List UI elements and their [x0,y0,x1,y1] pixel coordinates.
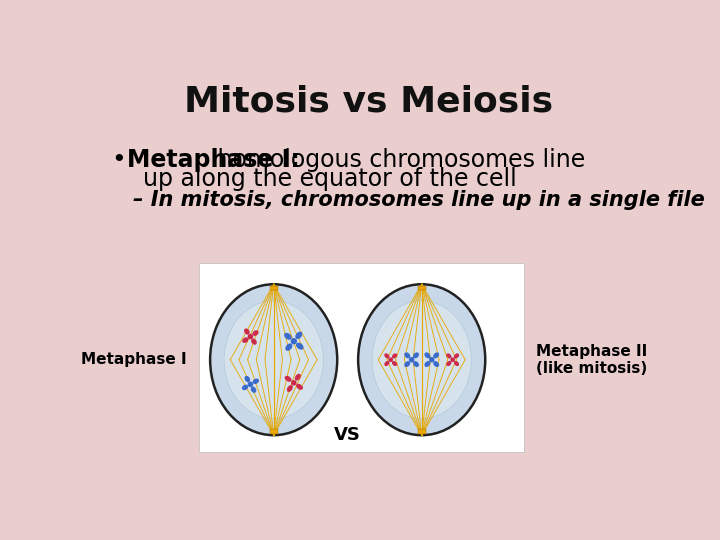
Ellipse shape [450,357,455,362]
Ellipse shape [287,385,293,392]
Text: Metaphase II
(like mitosis): Metaphase II (like mitosis) [536,343,647,376]
Ellipse shape [295,332,302,339]
Text: Mitosis vs Meiosis: Mitosis vs Meiosis [184,85,554,119]
Bar [418,286,426,291]
Text: VS: VS [334,426,361,444]
Ellipse shape [446,361,451,366]
Ellipse shape [392,353,397,359]
Ellipse shape [433,361,439,367]
Ellipse shape [252,330,258,336]
Ellipse shape [388,357,393,362]
Ellipse shape [404,353,410,359]
Ellipse shape [358,284,485,435]
Bar [270,286,277,291]
Ellipse shape [285,343,292,351]
Ellipse shape [248,382,253,387]
Ellipse shape [372,301,472,418]
Ellipse shape [433,353,439,359]
Ellipse shape [429,357,435,362]
Ellipse shape [424,353,431,359]
Ellipse shape [454,361,459,366]
Ellipse shape [244,328,250,335]
Text: – In mitosis, chromosomes line up in a single file: – In mitosis, chromosomes line up in a s… [132,190,704,210]
Ellipse shape [413,353,419,359]
Ellipse shape [291,380,297,386]
Text: up along the equator of the cell: up along the equator of the cell [143,167,516,191]
Ellipse shape [454,353,459,359]
Ellipse shape [392,361,397,366]
Ellipse shape [384,353,390,359]
Ellipse shape [409,357,415,362]
Ellipse shape [253,379,259,384]
Ellipse shape [291,338,297,345]
Ellipse shape [251,339,257,345]
Bar [199,264,524,452]
Bar [270,429,277,434]
Ellipse shape [294,374,301,381]
Ellipse shape [413,361,419,367]
Ellipse shape [296,384,303,390]
Ellipse shape [248,334,253,339]
Ellipse shape [242,384,248,390]
Ellipse shape [284,376,292,382]
Text: Metaphase I: Metaphase I [81,352,187,367]
Ellipse shape [242,338,248,343]
Ellipse shape [224,301,323,418]
Ellipse shape [404,361,410,367]
Ellipse shape [284,333,292,340]
Ellipse shape [384,361,390,366]
Ellipse shape [296,343,304,350]
Ellipse shape [245,376,250,382]
Text: Metaphase I:: Metaphase I: [127,148,300,172]
Ellipse shape [446,353,451,359]
Ellipse shape [424,361,431,367]
Text: homologous chromosomes line: homologous chromosomes line [210,148,585,172]
Bar [418,429,426,434]
Ellipse shape [210,284,337,435]
Ellipse shape [251,387,256,393]
Text: •: • [112,148,127,172]
